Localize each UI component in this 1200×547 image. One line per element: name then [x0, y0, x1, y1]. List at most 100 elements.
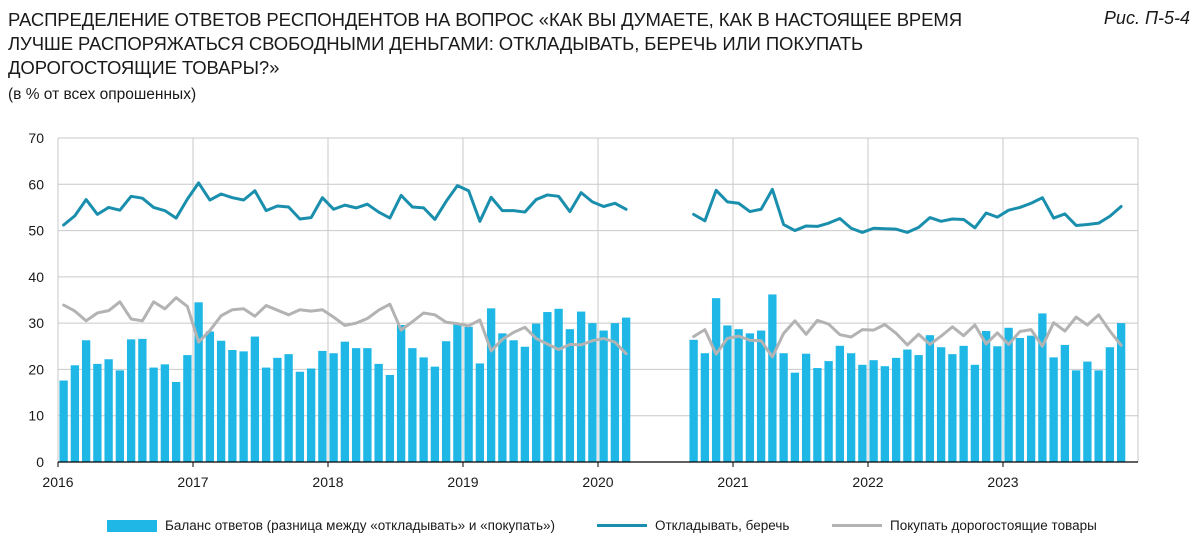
bar	[891, 357, 901, 462]
series-line-save	[62, 181, 628, 227]
y-tick-label: 60	[28, 176, 44, 192]
bar	[801, 353, 811, 462]
bar	[1038, 313, 1047, 462]
bar	[1060, 344, 1070, 462]
bar	[509, 340, 518, 462]
x-tick-label: 2022	[852, 474, 883, 490]
bar	[1071, 370, 1081, 462]
bar	[1083, 361, 1092, 462]
series-line-buy	[62, 296, 628, 356]
bar	[419, 357, 428, 462]
bar	[306, 368, 316, 462]
bar	[993, 346, 1002, 462]
bar	[779, 353, 788, 462]
bar	[115, 370, 125, 462]
bar	[835, 345, 845, 462]
bar	[1004, 327, 1013, 462]
bar	[205, 331, 215, 462]
bar	[160, 364, 170, 462]
bar	[216, 340, 226, 462]
x-tick-label: 2019	[447, 474, 478, 490]
legend-label-balance: Баланс ответов (разница между «откладыва…	[165, 518, 556, 533]
bar	[903, 349, 912, 462]
bar	[464, 326, 473, 462]
x-tick-label: 2023	[987, 474, 1018, 490]
bar	[734, 329, 743, 462]
bar	[363, 348, 372, 462]
bar	[813, 368, 822, 462]
bar	[430, 366, 440, 462]
chart-title: РАСПРЕДЕЛЕНИЕ ОТВЕТОВ РЕСПОНДЕНТОВ НА ВО…	[8, 9, 962, 78]
bar	[453, 324, 462, 462]
bar	[374, 363, 383, 462]
y-tick-label: 30	[28, 315, 44, 331]
bar	[858, 364, 867, 462]
bar	[543, 312, 552, 462]
series-line-save	[692, 187, 1123, 234]
y-tick-label: 40	[28, 269, 44, 285]
bar	[284, 354, 293, 462]
bar	[565, 329, 575, 462]
figure-reference: Рис. П-5-4	[1103, 8, 1190, 28]
bar	[554, 308, 563, 462]
y-tick-label: 0	[36, 454, 44, 470]
bar	[1026, 335, 1036, 462]
bar	[981, 331, 991, 462]
bar	[936, 347, 946, 462]
y-tick-label: 20	[28, 361, 44, 377]
bar	[498, 333, 507, 462]
bar	[126, 339, 136, 462]
y-tick-label: 70	[28, 130, 44, 146]
bar	[486, 308, 496, 462]
bar	[250, 336, 260, 462]
bar	[396, 324, 406, 462]
bar	[610, 323, 620, 462]
bar	[194, 302, 203, 462]
bar	[925, 335, 935, 462]
bar	[239, 351, 248, 462]
bar	[1116, 323, 1126, 462]
bar	[621, 317, 631, 462]
bar	[1049, 357, 1058, 462]
bar	[441, 341, 451, 462]
bar	[756, 330, 766, 462]
bar	[970, 364, 980, 462]
bar	[340, 341, 350, 462]
bar	[869, 360, 878, 462]
bar	[531, 323, 541, 462]
legend-swatch-bars	[107, 519, 157, 532]
bar	[70, 365, 80, 462]
bar	[599, 330, 608, 462]
bar	[261, 367, 271, 462]
legend-label-save: Откладывать, беречь	[655, 518, 790, 533]
bar	[588, 323, 597, 462]
bar	[59, 380, 68, 462]
bar	[1094, 370, 1103, 462]
bar	[745, 333, 755, 462]
y-tick-label: 50	[28, 223, 44, 239]
bar	[790, 372, 800, 462]
bar	[138, 338, 147, 462]
series-line-buy	[692, 313, 1123, 359]
bar	[520, 346, 530, 462]
bar	[948, 354, 957, 462]
bar	[351, 348, 361, 462]
legend-swatch-save	[597, 524, 647, 527]
x-tick-label: 2020	[582, 474, 613, 490]
bar	[711, 298, 721, 462]
x-tick-label: 2021	[717, 474, 748, 490]
bar	[408, 348, 417, 462]
legend-item-save: Откладывать, беречь	[597, 518, 789, 533]
bar	[81, 340, 91, 462]
bar	[723, 325, 732, 462]
bar	[329, 353, 338, 462]
bar	[93, 363, 102, 462]
bar	[689, 339, 698, 462]
chart-subtitle: (в % от всех опрошенных)	[8, 86, 197, 103]
bar	[959, 345, 968, 462]
x-tick-label: 2017	[177, 474, 208, 490]
bar	[1015, 337, 1025, 462]
bar	[914, 355, 923, 462]
y-tick-label: 10	[28, 408, 44, 424]
